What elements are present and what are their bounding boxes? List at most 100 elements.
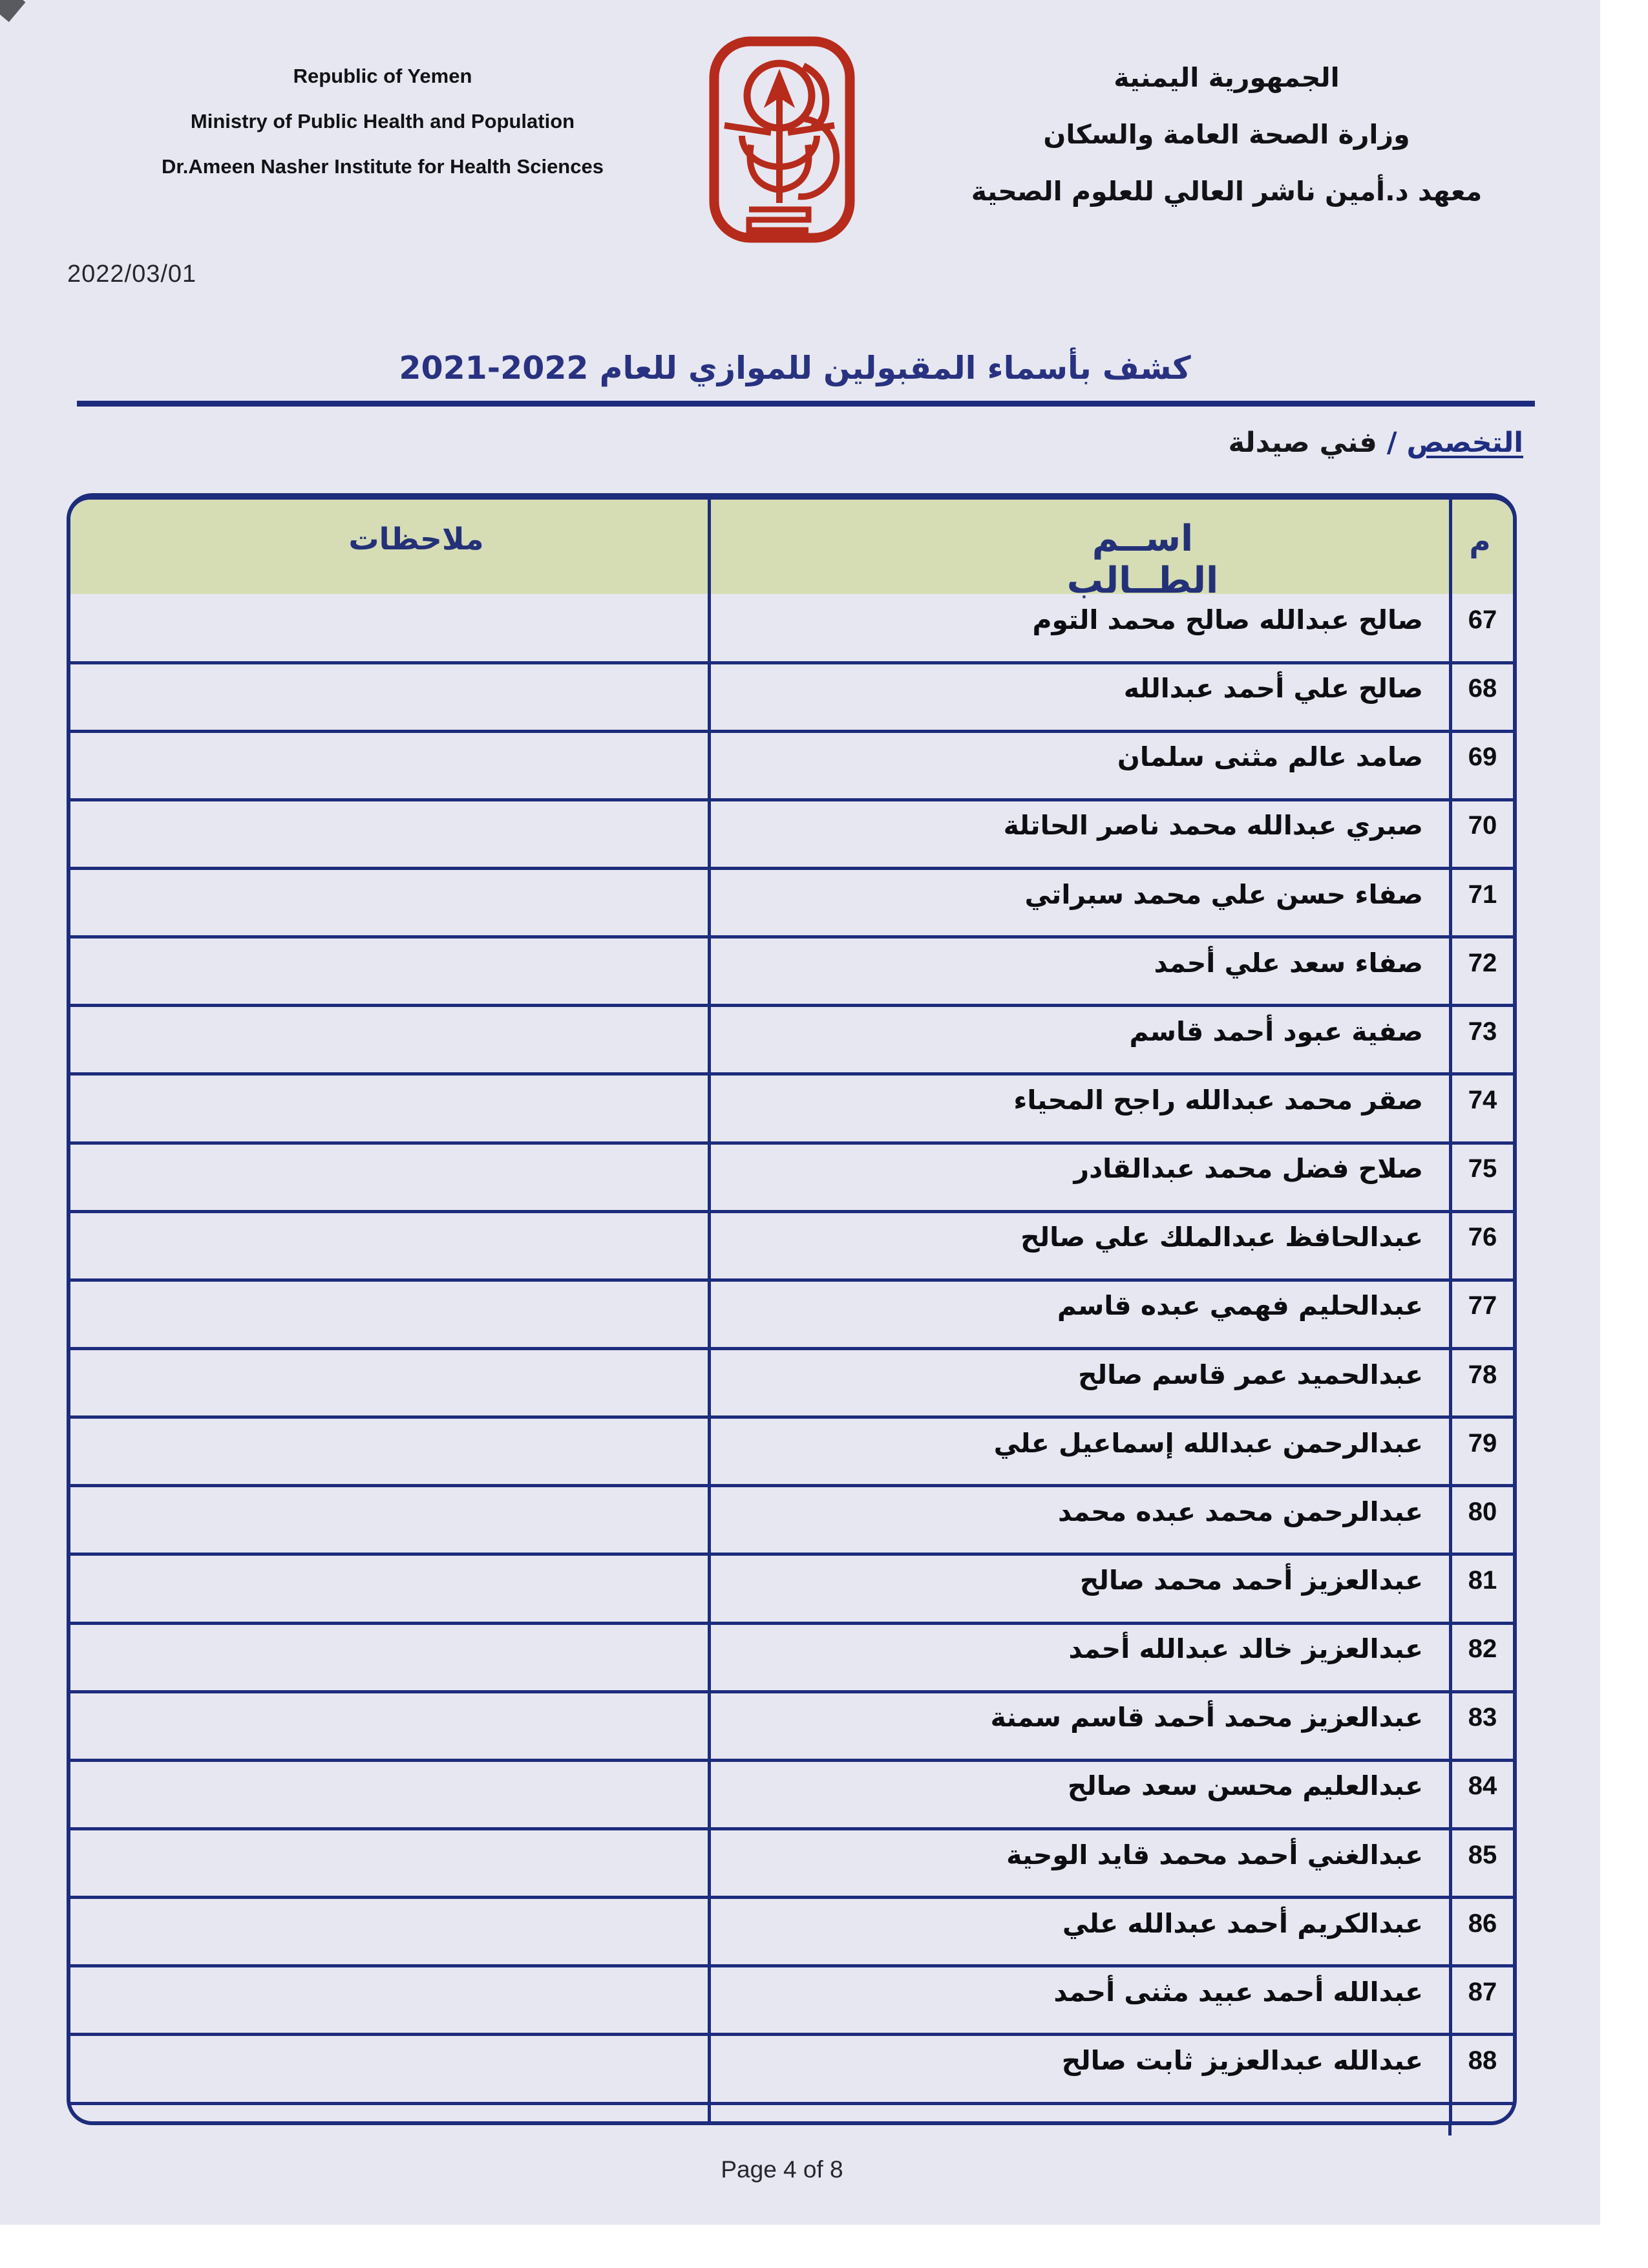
row-divider (70, 1415, 1513, 1419)
student-name: صلاح فضل محمد عبدالقادر (1073, 1153, 1424, 1185)
student-number: 87 (1468, 1977, 1497, 2006)
notes-cell (76, 1628, 703, 1686)
student-name: صفاء سعد علي أحمد (1154, 947, 1423, 979)
student-name: عبدالحميد عمر قاسم صالح (1078, 1359, 1423, 1390)
letterhead-english-line2: Ministry of Public Health and Population (190, 110, 575, 132)
student-name: صامد عالم مثنى سلمان (1117, 741, 1423, 773)
row-divider (70, 1690, 1513, 1693)
notes-cell (76, 1765, 703, 1823)
student-number: 77 (1468, 1291, 1497, 1320)
student-name: عبدالعزيز محمد أحمد قاسم سمنة (990, 1702, 1423, 1733)
student-number: 72 (1468, 948, 1497, 977)
students-table: ملاحظات اســم الطــالب م صالح عبدالله صا… (67, 493, 1517, 2125)
student-number: 73 (1468, 1017, 1497, 1046)
student-name: صالح علي أحمد عبدالله (1123, 673, 1423, 705)
student-number: 69 (1468, 743, 1497, 772)
document-date: 2022/03/01 (67, 260, 197, 288)
specialization-label: التخصص (1406, 427, 1523, 459)
notes-cell (76, 599, 703, 657)
student-number: 85 (1468, 1840, 1497, 1869)
student-name: صالح عبدالله صالح محمد التوم (1032, 604, 1423, 635)
student-number: 79 (1468, 1428, 1497, 1457)
student-number: 84 (1468, 1772, 1497, 1801)
row-divider (70, 1004, 1513, 1008)
students-table-body: ملاحظات اســم الطــالب م صالح عبدالله صا… (70, 500, 1513, 2121)
notes-cell (76, 1834, 703, 1892)
notes-cell (76, 1491, 703, 1549)
institute-logo (709, 36, 855, 243)
page-number: Page 4 of 8 (721, 2156, 843, 2183)
student-name: صفاء حسن علي محمد سبراتي (1024, 878, 1423, 910)
notes-cell (76, 1148, 703, 1206)
column-header-notes: ملاحظات (348, 522, 484, 557)
row-divider (70, 1553, 1513, 1556)
student-name: صفية عبود أحمد قاسم (1129, 1015, 1423, 1047)
letterhead-english-line1: Republic of Yemen (293, 65, 472, 87)
table-header-row (70, 500, 1513, 594)
student-number: 81 (1468, 1565, 1497, 1595)
student-number: 82 (1468, 1635, 1497, 1664)
notes-cell (76, 805, 703, 863)
column-divider-notes (708, 500, 711, 2121)
row-divider (70, 1278, 1513, 1282)
letterhead-english-line3: Dr.Ameen Nasher Institute for Health Sci… (162, 155, 604, 178)
notes-cell (76, 2040, 703, 2098)
column-divider-number (1449, 500, 1452, 2121)
scan-line-overrun (1448, 2123, 1452, 2136)
scan-edge-right (1600, 0, 1648, 2268)
student-name: عبدالحليم فهمي عبده قاسم (1057, 1290, 1423, 1322)
student-name: عبدالرحمن محمد عبده محمد (1058, 1496, 1423, 1527)
notes-cell (76, 1079, 703, 1138)
student-name: صقر محمد عبدالله راجح المحياء (1013, 1084, 1423, 1116)
specialization-value: فني صيدلة (1228, 427, 1377, 459)
letterhead-arabic-line3: معهد د.أمين ناشر العالي للعلوم الصحية (971, 176, 1483, 207)
student-name: عبدالله عبدالعزيز ثابت صالح (1061, 2044, 1423, 2076)
student-number: 76 (1468, 1223, 1497, 1252)
notes-cell (76, 1354, 703, 1412)
row-divider (70, 1964, 1513, 1968)
notes-cell (76, 1423, 703, 1481)
notes-cell (76, 736, 703, 794)
notes-cell (76, 1216, 703, 1275)
row-divider (70, 798, 1513, 801)
column-header-student-name: اســم الطــالب (1066, 518, 1219, 602)
row-divider (70, 1347, 1513, 1351)
row-divider (70, 2033, 1513, 2037)
student-number: 83 (1468, 1703, 1497, 1732)
logo-base-glyph (746, 206, 812, 233)
letterhead-arabic-line1: الجمهورية اليمنية (1114, 62, 1340, 93)
row-divider (70, 1896, 1513, 1900)
notes-cell (76, 1697, 703, 1755)
student-number: 70 (1468, 811, 1497, 840)
row-divider (70, 1827, 1513, 1831)
row-divider (70, 935, 1513, 939)
letterhead-arabic-line2: وزارة الصحة العامة والسكان (1043, 119, 1410, 150)
notes-cell (76, 942, 703, 1001)
column-header-number: م (1469, 524, 1491, 558)
student-number: 74 (1468, 1085, 1497, 1114)
row-divider (70, 1621, 1513, 1625)
student-name: عبدالحافظ عبدالملك علي صالح (1020, 1222, 1423, 1253)
title-rule (77, 401, 1535, 407)
scan-corner-artifact (0, 0, 26, 23)
row-divider (70, 1141, 1513, 1145)
notes-cell (76, 1011, 703, 1069)
row-divider (70, 867, 1513, 871)
row-divider (70, 1072, 1513, 1076)
student-number: 88 (1468, 2046, 1497, 2075)
student-number: 68 (1468, 674, 1497, 703)
student-number: 67 (1468, 606, 1497, 634)
notes-cell (76, 668, 703, 726)
student-name: عبدالغني أحمد محمد قايد الوحية (1006, 1839, 1423, 1871)
student-name: عبدالعزيز أحمد محمد صالح (1079, 1564, 1423, 1596)
student-number: 80 (1468, 1497, 1497, 1526)
notes-cell (76, 1903, 703, 1961)
student-name: عبدالكريم أحمد عبدالله علي (1062, 1907, 1423, 1939)
document-title: كشف بأسماء المقبولين للموازي للعام 2022-… (399, 350, 1191, 387)
student-name: عبدالعزيز خالد عبدالله أحمد (1068, 1633, 1423, 1665)
row-divider (70, 1484, 1513, 1488)
row-divider (70, 2101, 1513, 2105)
row-divider (70, 661, 1513, 664)
student-name: صبري عبدالله محمد ناصر الحاتلة (1003, 810, 1423, 842)
specialization-line: التخصص / فني صيدلة (1228, 427, 1523, 459)
